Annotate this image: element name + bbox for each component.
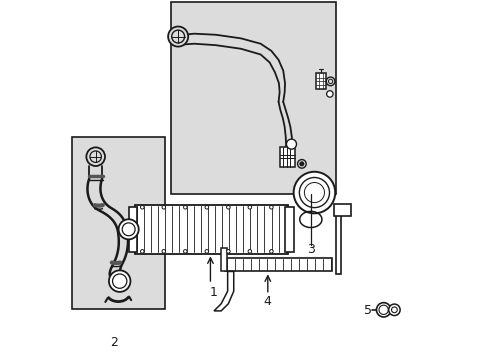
Bar [72, 137, 164, 309]
Circle shape [247, 249, 251, 253]
Circle shape [226, 249, 230, 253]
Bar [316, 73, 325, 89]
Circle shape [183, 249, 187, 253]
Circle shape [140, 249, 144, 253]
Circle shape [168, 27, 188, 46]
Bar [128, 207, 137, 252]
Circle shape [388, 304, 399, 316]
Bar [333, 204, 351, 216]
Circle shape [119, 219, 139, 239]
Polygon shape [214, 271, 233, 311]
Circle shape [299, 162, 304, 166]
Text: 5: 5 [364, 305, 371, 318]
Circle shape [162, 206, 165, 209]
Bar [285, 207, 293, 252]
Bar [224, 258, 332, 271]
Circle shape [183, 206, 187, 209]
Circle shape [293, 172, 335, 213]
Bar [135, 205, 287, 253]
Circle shape [226, 206, 230, 209]
Circle shape [286, 139, 296, 149]
Circle shape [326, 91, 332, 97]
Circle shape [391, 307, 396, 313]
Bar [221, 248, 226, 271]
Text: 2: 2 [109, 336, 117, 348]
Circle shape [140, 206, 144, 209]
Bar [280, 147, 295, 167]
Circle shape [204, 206, 208, 209]
Circle shape [86, 147, 105, 166]
Circle shape [204, 249, 208, 253]
Circle shape [269, 249, 273, 253]
Circle shape [376, 303, 390, 317]
Circle shape [109, 270, 130, 292]
Circle shape [162, 249, 165, 253]
Text: 1: 1 [210, 287, 218, 300]
Text: 3: 3 [306, 243, 314, 256]
Circle shape [247, 206, 251, 209]
Bar [171, 3, 335, 194]
Bar [335, 210, 340, 274]
Text: 4: 4 [264, 296, 271, 309]
Circle shape [269, 206, 273, 209]
